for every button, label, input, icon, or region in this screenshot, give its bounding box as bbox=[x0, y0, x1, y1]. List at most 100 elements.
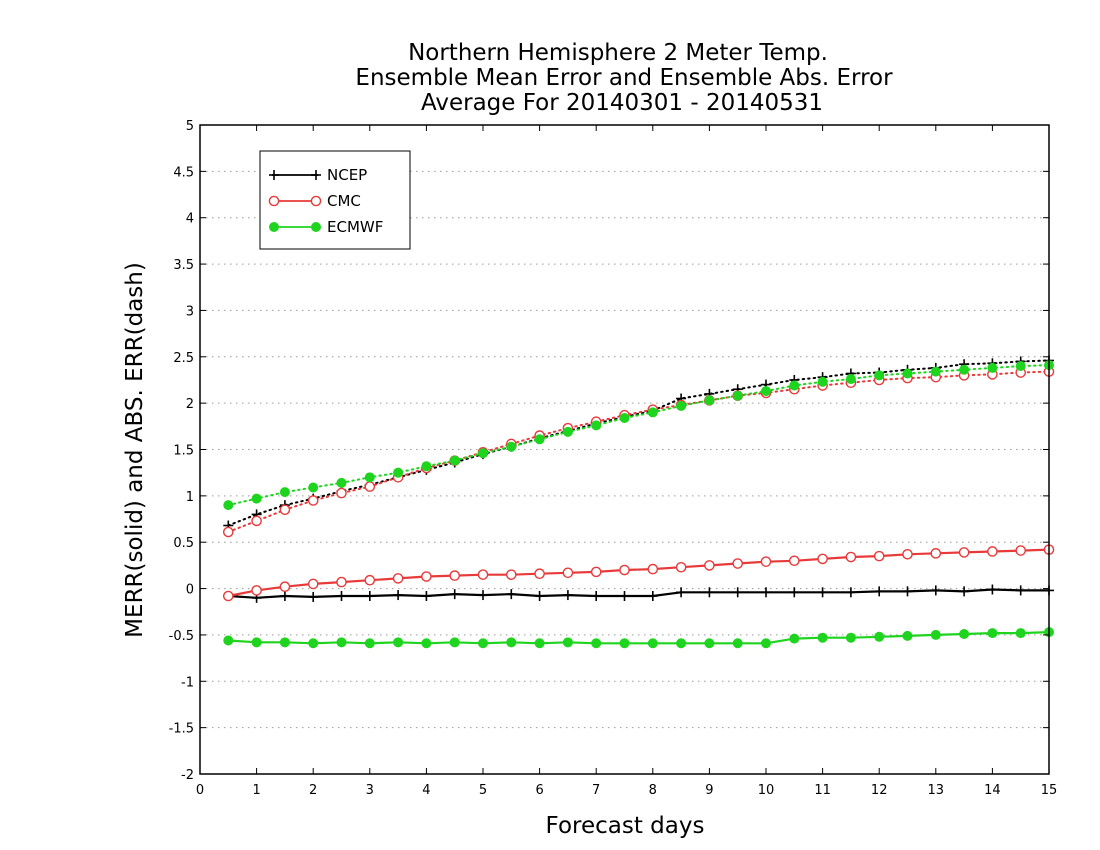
series-line-cmc-dotted bbox=[227, 370, 1050, 533]
point-cmc-dotted-1 bbox=[251, 515, 262, 527]
chart-title: Northern Hemisphere 2 Meter Temp. Ensemb… bbox=[355, 40, 893, 116]
point-ecmwf-solid-7 bbox=[421, 638, 432, 649]
point-cmc-solid-9 bbox=[477, 569, 489, 580]
point-ecmwf-dotted-19 bbox=[761, 386, 771, 397]
y-tick-label-11: 3.5 bbox=[173, 258, 194, 273]
point-ncep-solid-23 bbox=[874, 586, 885, 597]
point-cmc-solid-27 bbox=[987, 546, 998, 557]
series-cmc-dotted bbox=[222, 366, 1055, 538]
x-tick-label-0: 0 bbox=[196, 783, 204, 798]
legend-item-ncep: NCEP bbox=[269, 166, 367, 184]
legend-label-cmc: CMC bbox=[327, 192, 361, 210]
point-ncep-solid-15 bbox=[647, 590, 658, 601]
y-axis: -2 -1.5 -1 -0.5 0 0.5 1 1.5 2 2.5 3 3.5 4 4.5 5 bbox=[169, 119, 1049, 783]
point-cmc-solid-7 bbox=[421, 571, 432, 582]
point-ecmwf-dotted-8 bbox=[449, 455, 460, 466]
point-ncep-solid-19 bbox=[761, 587, 771, 598]
point-ncep-solid-5 bbox=[364, 590, 375, 601]
x-tick-label-8: 8 bbox=[649, 783, 657, 798]
series-line-ecmwf-dotted bbox=[227, 364, 1050, 507]
point-ecmwf-solid-27 bbox=[987, 628, 998, 639]
point-ecmwf-solid-14 bbox=[619, 638, 630, 649]
point-ecmwf-solid-11 bbox=[534, 638, 545, 649]
legend-label-ncep: NCEP bbox=[327, 166, 367, 184]
point-ncep-solid-20 bbox=[789, 587, 800, 598]
point-ecmwf-solid-26 bbox=[959, 629, 970, 640]
point-ncep-solid-27 bbox=[987, 584, 998, 595]
x-tick-label-12: 12 bbox=[871, 783, 888, 798]
point-ncep-solid-13 bbox=[591, 590, 602, 601]
point-ncep-solid-2 bbox=[279, 590, 290, 601]
point-ecmwf-solid-24 bbox=[902, 630, 913, 641]
point-ecmwf-solid-13 bbox=[591, 638, 602, 649]
point-ecmwf-dotted-18 bbox=[732, 390, 743, 401]
legend-item-cmc: CMC bbox=[268, 192, 361, 210]
y-tick-label-5: 0.5 bbox=[173, 536, 194, 551]
point-ecmwf-dotted-4 bbox=[336, 477, 347, 488]
point-ecmwf-solid-17 bbox=[704, 638, 715, 649]
point-ncep-solid-3 bbox=[308, 591, 319, 602]
x-axis: 0 1 2 3 4 5 6 7 8 9 10 11 12 13 14 15 bbox=[196, 125, 1057, 798]
legend-label-ecmwf: ECMWF bbox=[327, 218, 383, 236]
chart-title-line-1: Northern Hemisphere 2 Meter Temp. bbox=[408, 40, 828, 66]
legend-item-ecmwf: ECMWF bbox=[269, 218, 383, 236]
point-cmc-solid-20 bbox=[789, 555, 800, 567]
point-ecmwf-solid-28 bbox=[1015, 628, 1026, 639]
legend-items: NCEP CMC ECMWF bbox=[268, 166, 383, 236]
point-ecmwf-solid-1 bbox=[251, 637, 262, 648]
point-ncep-solid-9 bbox=[478, 590, 488, 601]
point-ncep-solid-18 bbox=[732, 587, 743, 598]
point-ecmwf-dotted-10 bbox=[506, 441, 517, 452]
point-cmc-solid-26 bbox=[958, 547, 970, 558]
y-tick-label-14: 5 bbox=[186, 119, 194, 134]
point-cmc-solid-18 bbox=[732, 558, 744, 569]
point-ncep-solid-25 bbox=[930, 585, 941, 596]
series-ecmwf-dotted bbox=[223, 360, 1054, 511]
x-tick-label-5: 5 bbox=[479, 783, 487, 798]
x-tick-label-7: 7 bbox=[592, 783, 600, 798]
point-cmc-dotted-0 bbox=[222, 526, 234, 538]
point-ecmwf-dotted-15 bbox=[647, 407, 658, 418]
point-cmc-dotted-4 bbox=[336, 487, 347, 499]
point-cmc-solid-14 bbox=[619, 564, 630, 576]
legend-marker-right-ecmwf bbox=[311, 222, 321, 232]
point-ncep-solid-26 bbox=[959, 586, 970, 597]
point-ecmwf-dotted-1 bbox=[251, 493, 262, 504]
y-tick-label-13: 4.5 bbox=[173, 165, 194, 180]
point-cmc-solid-15 bbox=[647, 563, 659, 575]
legend-marker-right-cmc bbox=[310, 195, 322, 207]
point-ecmwf-dotted-5 bbox=[364, 472, 375, 483]
point-ecmwf-dotted-25 bbox=[930, 366, 941, 377]
point-ecmwf-dotted-21 bbox=[817, 376, 828, 387]
point-cmc-solid-6 bbox=[392, 573, 404, 584]
legend-box bbox=[259, 150, 411, 250]
point-cmc-solid-19 bbox=[760, 556, 772, 567]
point-ecmwf-solid-5 bbox=[364, 638, 375, 649]
series-line-ecmwf-solid bbox=[228, 631, 1050, 645]
point-ecmwf-dotted-27 bbox=[987, 362, 998, 373]
point-ecmwf-dotted-0 bbox=[223, 500, 234, 511]
point-cmc-solid-3 bbox=[307, 578, 319, 590]
point-ecmwf-solid-4 bbox=[336, 637, 347, 648]
point-ecmwf-solid-15 bbox=[647, 638, 658, 649]
x-tick-label-13: 13 bbox=[928, 783, 945, 798]
y-tick-label-7: 1.5 bbox=[173, 444, 194, 459]
y-tick-label-4: 0 bbox=[186, 583, 194, 598]
point-cmc-solid-21 bbox=[817, 553, 828, 565]
point-ecmwf-solid-20 bbox=[789, 633, 800, 644]
point-cmc-solid-4 bbox=[336, 576, 347, 588]
point-ecmwf-solid-21 bbox=[817, 632, 828, 643]
point-ecmwf-solid-3 bbox=[308, 638, 319, 649]
legend-marker-left-ncep bbox=[269, 170, 279, 180]
point-ecmwf-solid-16 bbox=[676, 638, 687, 649]
point-ecmwf-dotted-11 bbox=[534, 434, 545, 445]
x-tick-label-2: 2 bbox=[309, 783, 317, 798]
point-ecmwf-solid-6 bbox=[393, 637, 404, 648]
point-cmc-solid-2 bbox=[279, 581, 291, 593]
point-ecmwf-dotted-13 bbox=[591, 420, 602, 431]
point-ecmwf-dotted-17 bbox=[704, 395, 715, 406]
point-cmc-solid-11 bbox=[534, 568, 545, 580]
series-ecmwf-solid bbox=[223, 627, 1054, 649]
y-tick-label-2: -1 bbox=[181, 675, 194, 690]
point-cmc-dotted-5 bbox=[364, 481, 376, 492]
